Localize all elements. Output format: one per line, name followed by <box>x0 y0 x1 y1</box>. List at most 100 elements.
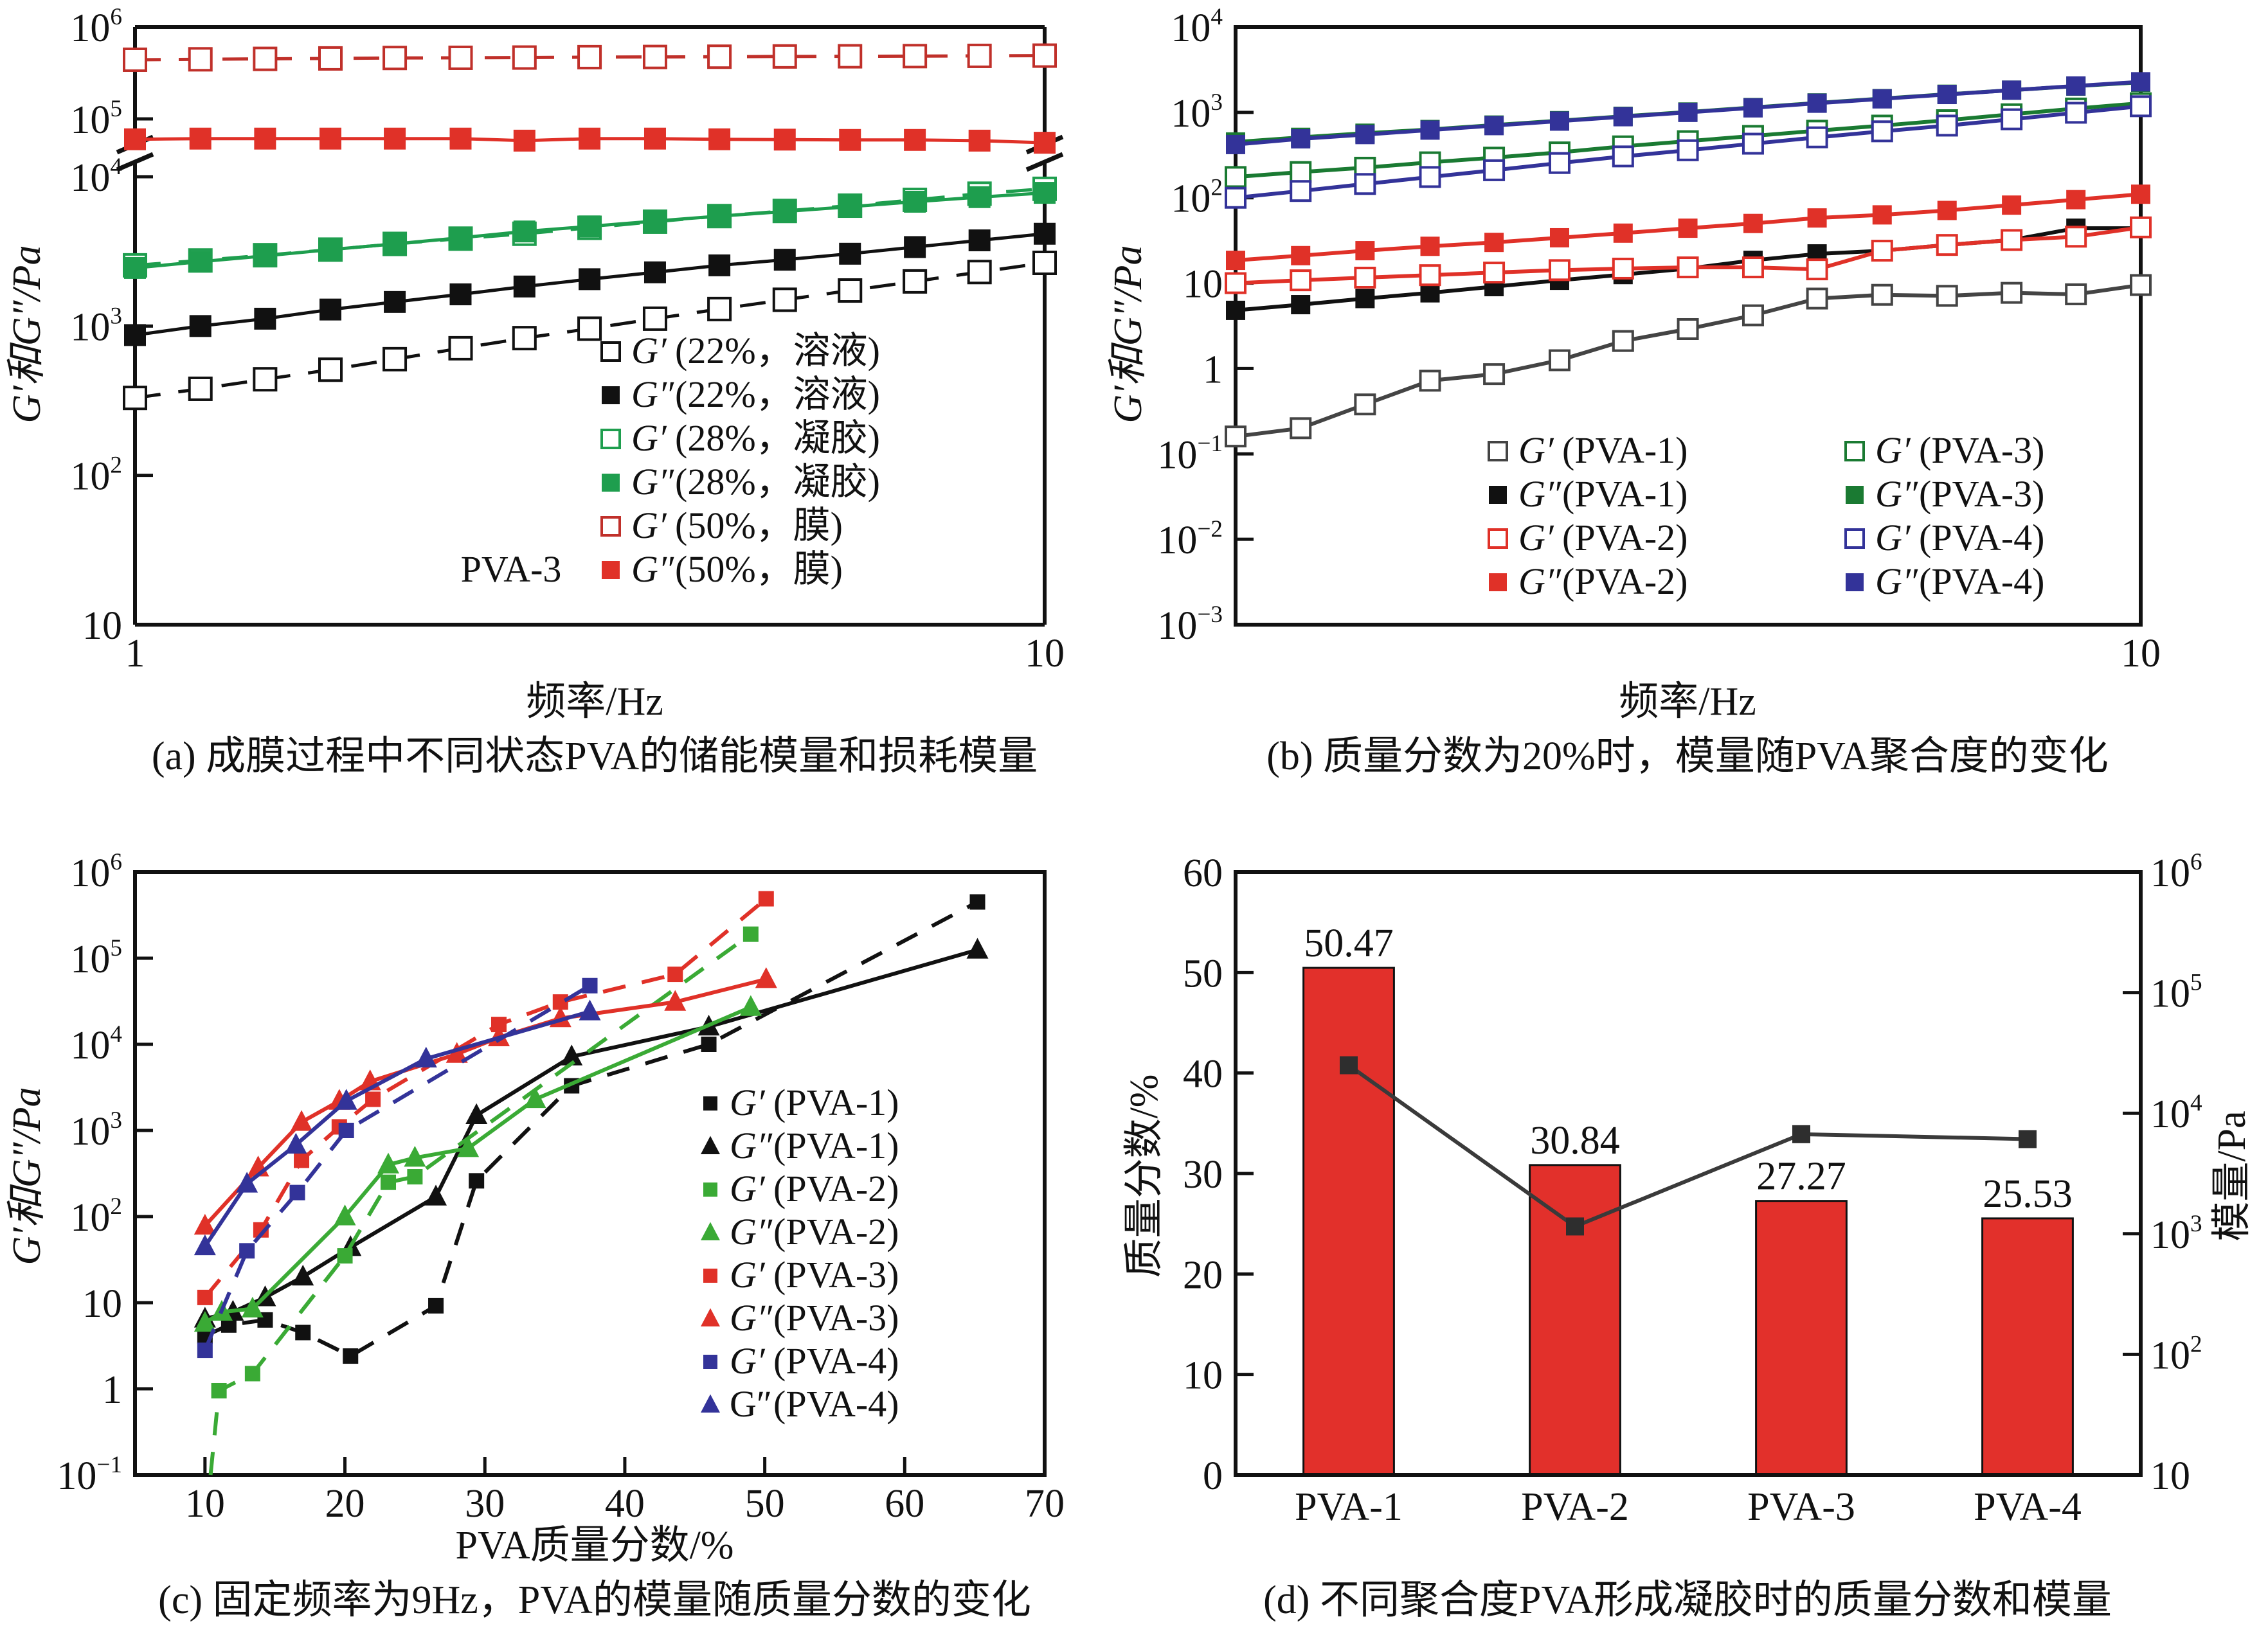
y-tick-label: 1 <box>1203 348 1223 391</box>
data-point <box>2066 76 2086 96</box>
data-point <box>407 1169 423 1185</box>
bar-data-label: 27.27 <box>1756 1155 1846 1199</box>
legend-marker <box>701 1136 720 1154</box>
legend-label: (PVA-3) <box>773 1254 899 1296</box>
series-4 <box>197 891 774 1305</box>
legend-symbol: G′ <box>631 330 667 371</box>
data-point <box>449 283 472 306</box>
data-point <box>2065 226 2087 248</box>
legend-marker <box>1488 441 1508 461</box>
data-point <box>1340 1056 1358 1075</box>
y-axis-label: G′和G″/Pa <box>5 1087 49 1265</box>
data-point <box>1678 219 1698 238</box>
legend-symbol: G′ <box>631 417 667 459</box>
legend-marker <box>703 1355 717 1369</box>
legend-marker <box>1846 573 1864 591</box>
legend-label: (22%，溶液) <box>675 373 880 415</box>
y-tick-label: 10−1 <box>1157 431 1223 477</box>
y-tick-label-base: 10 <box>57 1454 96 1498</box>
legend-label: (50%，膜) <box>675 504 843 546</box>
y-tick-label-base: 10 <box>70 98 110 142</box>
legend-label: (PVA-4) <box>773 1383 899 1425</box>
legend: G′ (22%，溶液)G″ (22%，溶液)G′ (28%，凝胶)G″ (28%，凝胶)… <box>600 330 880 590</box>
data-point <box>1290 269 1312 292</box>
data-point <box>1034 132 1056 154</box>
y-tick-label: 10 <box>82 1282 122 1326</box>
data-point <box>1871 120 1893 143</box>
bar-PVA-3 <box>1755 1200 1848 1476</box>
legend-marker <box>701 1308 720 1326</box>
data-point <box>1355 125 1375 145</box>
data-point <box>448 335 473 361</box>
data-point <box>253 367 278 392</box>
legend-label: (PVA-2) <box>773 1168 899 1209</box>
legend-marker <box>1844 441 1865 461</box>
legend-label: (50%，膜) <box>675 548 843 590</box>
data-point <box>415 1046 437 1068</box>
legend-marker <box>1846 486 1864 504</box>
data-point <box>236 1172 258 1193</box>
data-point <box>465 1103 488 1125</box>
x-category-label: PVA-3 <box>1747 1485 1855 1529</box>
legend-marker <box>602 474 620 492</box>
x-tick-label: 30 <box>465 1482 505 1526</box>
data-point <box>1355 241 1375 261</box>
y-tick-label: 10−2 <box>1157 516 1223 562</box>
y-tick-label-base: 10 <box>1157 604 1197 648</box>
data-point <box>2002 80 2022 100</box>
data-point <box>1872 89 1892 109</box>
y-tick-label-base: 10 <box>1171 92 1210 136</box>
data-point <box>1420 283 1440 303</box>
data-point <box>1290 180 1312 202</box>
data-point <box>838 278 863 303</box>
legend-marker <box>701 1394 720 1413</box>
legend-label: (PVA-2) <box>1562 517 1688 558</box>
y2-tick-label-exp: 6 <box>2190 849 2202 875</box>
data-point <box>365 1091 381 1107</box>
data-point <box>644 127 666 150</box>
y-tick-label-base: 10 <box>70 1024 110 1067</box>
panel-caption: (b) 质量分数为20%时，模量随PVA聚合度的变化 <box>1266 735 2108 778</box>
data-point <box>2001 229 2023 251</box>
data-point <box>1483 159 1506 181</box>
y-tick-label-exp: 5 <box>110 96 122 122</box>
x-tick-label: 20 <box>325 1482 365 1526</box>
data-point <box>773 201 796 223</box>
series-line <box>204 1005 752 1325</box>
y-axis-label: G′和G″/Pa <box>1106 245 1150 423</box>
y2-tick-label: 106 <box>2150 849 2202 895</box>
data-point <box>1290 161 1312 183</box>
legend-symbol: G″ <box>730 1125 773 1166</box>
data-point <box>1871 283 1893 306</box>
data-point <box>1613 107 1633 127</box>
series-3 <box>1226 184 2150 271</box>
legend-marker <box>1844 528 1865 549</box>
data-point <box>513 275 536 298</box>
legend-label: (28%，凝胶) <box>675 417 880 459</box>
y2-tick-label-exp: 2 <box>2190 1331 2202 1357</box>
y-tick-label-base: 10 <box>1171 177 1210 221</box>
data-point <box>294 1152 310 1168</box>
y-tick-label-base: 1 <box>1203 348 1223 391</box>
data-point <box>194 1213 216 1235</box>
legend-symbol: G″ <box>730 1211 773 1253</box>
y-tick-label-exp: −1 <box>1197 431 1223 457</box>
data-point <box>382 346 408 371</box>
y-tick-label-exp: −1 <box>96 1452 122 1478</box>
series-0 <box>1225 274 2152 448</box>
data-point <box>1678 102 1698 122</box>
data-point <box>197 1289 213 1305</box>
series-0 <box>123 250 1057 411</box>
legend-symbol: G′ <box>730 1168 766 1209</box>
data-point <box>1792 1125 1810 1143</box>
data-point <box>1612 330 1634 352</box>
legend-marker <box>703 1096 717 1111</box>
axis-break-mark <box>1025 152 1064 172</box>
axis-break-mark <box>116 152 154 172</box>
data-point <box>188 47 213 72</box>
data-point <box>320 298 342 321</box>
data-point <box>903 269 928 294</box>
legend-symbol: G′ <box>730 1254 766 1296</box>
data-point <box>1291 129 1311 149</box>
data-point <box>1354 173 1376 195</box>
